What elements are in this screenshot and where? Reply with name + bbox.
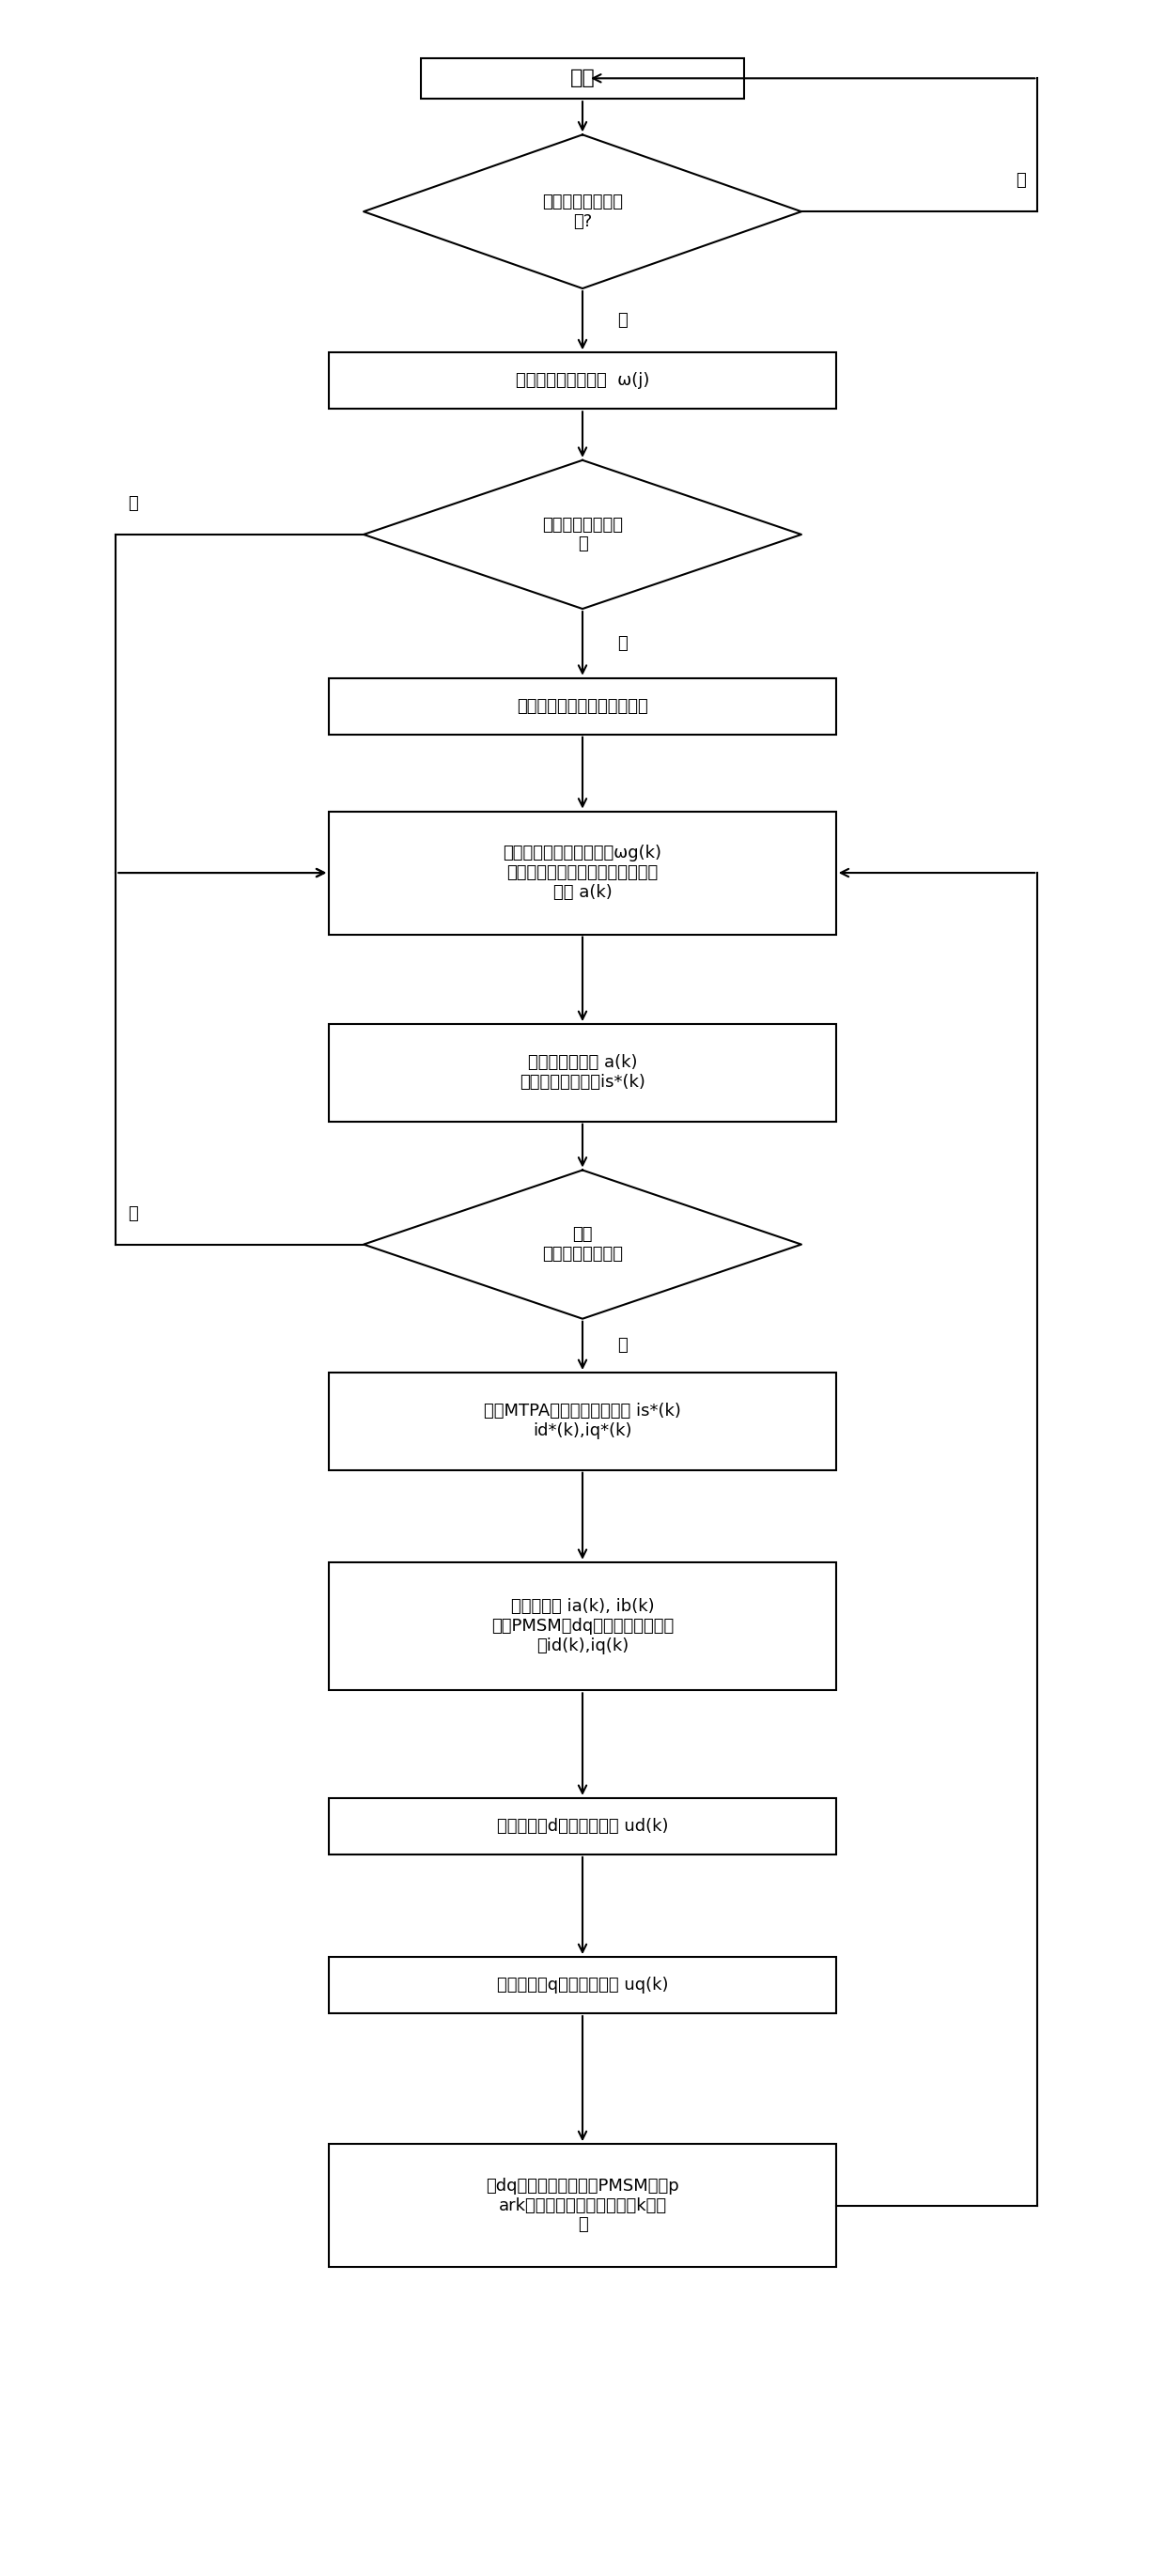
Text: 利用加速度反馈 a(k)
计算电流环控制量is*(k): 利用加速度反馈 a(k) 计算电流环控制量is*(k) — [520, 1054, 645, 1092]
Text: 判断速度指令是否
到?: 判断速度指令是否 到? — [542, 193, 623, 229]
Text: 电流
计算周期是否到？: 电流 计算周期是否到？ — [542, 1226, 623, 1262]
Text: 开始: 开始 — [570, 70, 595, 88]
Bar — [329, 677, 836, 734]
Text: 是: 是 — [617, 1337, 627, 1355]
Text: 调速计算周期是否
到: 调速计算周期是否 到 — [542, 515, 623, 554]
Text: 否: 否 — [127, 495, 137, 513]
Bar — [329, 2143, 836, 2267]
Bar — [422, 57, 743, 98]
Text: 提取电机角速度反馈  ω(j): 提取电机角速度反馈 ω(j) — [516, 374, 649, 389]
Bar — [329, 811, 836, 935]
Bar — [329, 353, 836, 410]
Bar — [329, 1373, 836, 1471]
Text: 将dq轴电压控制量作为PMSM的逆p
ark变换的输入来完成电机的k步控
制: 将dq轴电压控制量作为PMSM的逆p ark变换的输入来完成电机的k步控 制 — [486, 2177, 679, 2233]
Text: 采集方位陀螺的的角速率ωg(k)
利用非线性观测器提取负载的角加
速度 a(k): 采集方位陀螺的的角速率ωg(k) 利用非线性观测器提取负载的角加 速度 a(k) — [503, 845, 662, 902]
Text: 是: 是 — [617, 634, 627, 652]
Text: 否: 否 — [127, 1206, 137, 1221]
Text: 根据MTPA计算电流环控制量 is*(k)
id*(k),iq*(k): 根据MTPA计算电流环控制量 is*(k) id*(k),iq*(k) — [483, 1404, 682, 1440]
Bar — [329, 1025, 836, 1121]
Text: 否: 否 — [1016, 173, 1026, 188]
Text: 计算电流环q轴电压控制量 uq(k): 计算电流环q轴电压控制量 uq(k) — [496, 1976, 669, 1994]
Bar — [329, 1958, 836, 2014]
Bar — [329, 1561, 836, 1690]
Text: 计算电流环d轴电压控制量 ud(k): 计算电流环d轴电压控制量 ud(k) — [496, 1819, 669, 1834]
Text: 计算调速系统的角加速度指令: 计算调速系统的角加速度指令 — [517, 698, 648, 714]
Bar — [329, 1798, 836, 1855]
Text: 是: 是 — [617, 312, 627, 330]
Text: 采集线电流 ia(k), ib(k)
计算PMSM在dq坐标下的交直轴电
流id(k),iq(k): 采集线电流 ia(k), ib(k) 计算PMSM在dq坐标下的交直轴电 流id… — [492, 1597, 673, 1654]
